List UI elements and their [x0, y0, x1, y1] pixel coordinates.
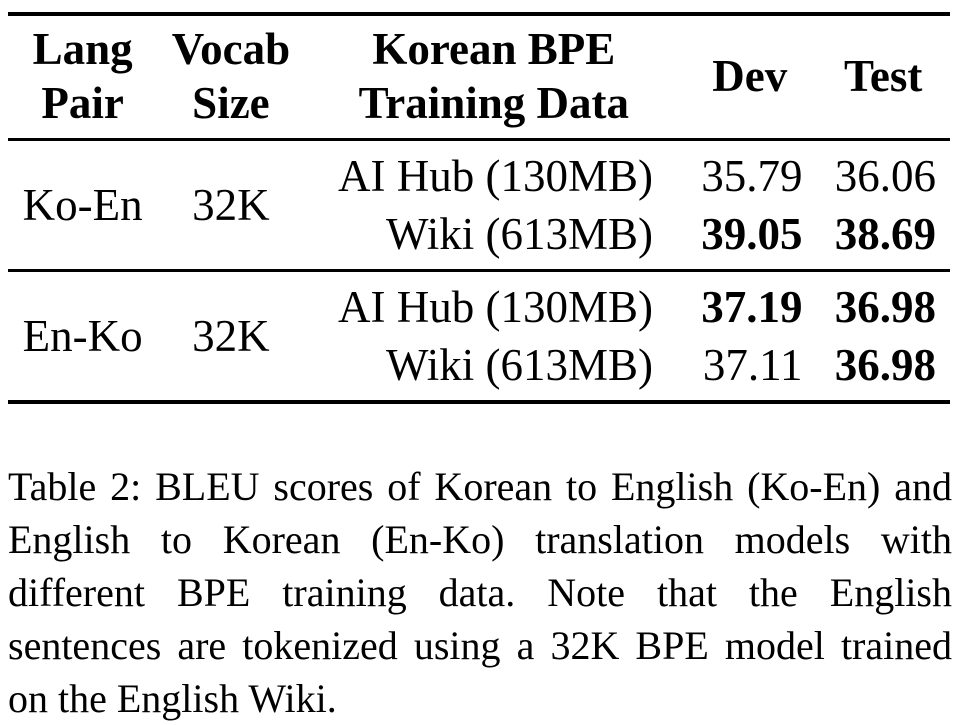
bpe-data-cell: Wiki (613MB)	[386, 209, 653, 259]
test-score-cell: 36.98	[834, 282, 936, 332]
header-lang-pair-line1: Lang	[32, 24, 133, 74]
header-lang-pair: Lang Pair	[8, 14, 157, 140]
dev-score-cell: 37.19	[701, 282, 803, 332]
table-row: Wiki (613MB) 37.11 36.98	[8, 336, 950, 402]
test-score-cell: 36.98	[834, 340, 936, 390]
vocab-size-cell: 32K	[192, 180, 270, 230]
header-bpe-data-line2: Training Data	[358, 78, 630, 128]
header-vocab-size-line1: Vocab	[171, 24, 291, 74]
header-test: Test	[844, 51, 923, 101]
table-row: Wiki (613MB) 39.05 38.69	[8, 205, 950, 271]
lang-pair-cell: En-Ko	[8, 270, 158, 404]
table-row: Ko-En 32K AI Hub (130MB) 35.79 36.06	[8, 139, 950, 230]
lang-pair-cell: Ko-En	[22, 180, 143, 230]
header-bpe-data: Korean BPE Training Data	[305, 14, 683, 140]
results-table-container: Lang Pair Vocab Size Korean BPE Training…	[8, 12, 950, 404]
test-score-cell: 38.69	[834, 209, 936, 259]
header-lang-pair-line2: Pair	[41, 78, 124, 128]
bpe-data-cell: AI Hub (130MB)	[338, 151, 653, 201]
table-row: En-Ko 32K AI Hub (130MB) 37.19 36.98	[8, 270, 950, 404]
bpe-data-cell: AI Hub (130MB)	[338, 282, 653, 332]
dev-score-cell: 39.05	[701, 209, 803, 259]
dev-score-cell: 37.11	[702, 340, 803, 390]
header-dev: Dev	[712, 51, 788, 101]
bpe-data-cell: Wiki (613MB)	[386, 340, 653, 390]
header-bpe-data-line1: Korean BPE	[372, 24, 616, 74]
table-header-row: Lang Pair Vocab Size Korean BPE Training…	[8, 14, 950, 140]
bleu-results-table: Lang Pair Vocab Size Korean BPE Training…	[8, 12, 950, 404]
dev-score-cell: 35.79	[701, 151, 803, 201]
header-vocab-size: Vocab Size	[157, 14, 304, 140]
table-caption: Table 2: BLEU scores of Korean to Englis…	[8, 464, 952, 721]
test-score-cell: 36.06	[834, 151, 936, 201]
vocab-size-cell: 32K	[157, 270, 305, 404]
header-vocab-size-line2: Size	[192, 78, 270, 128]
